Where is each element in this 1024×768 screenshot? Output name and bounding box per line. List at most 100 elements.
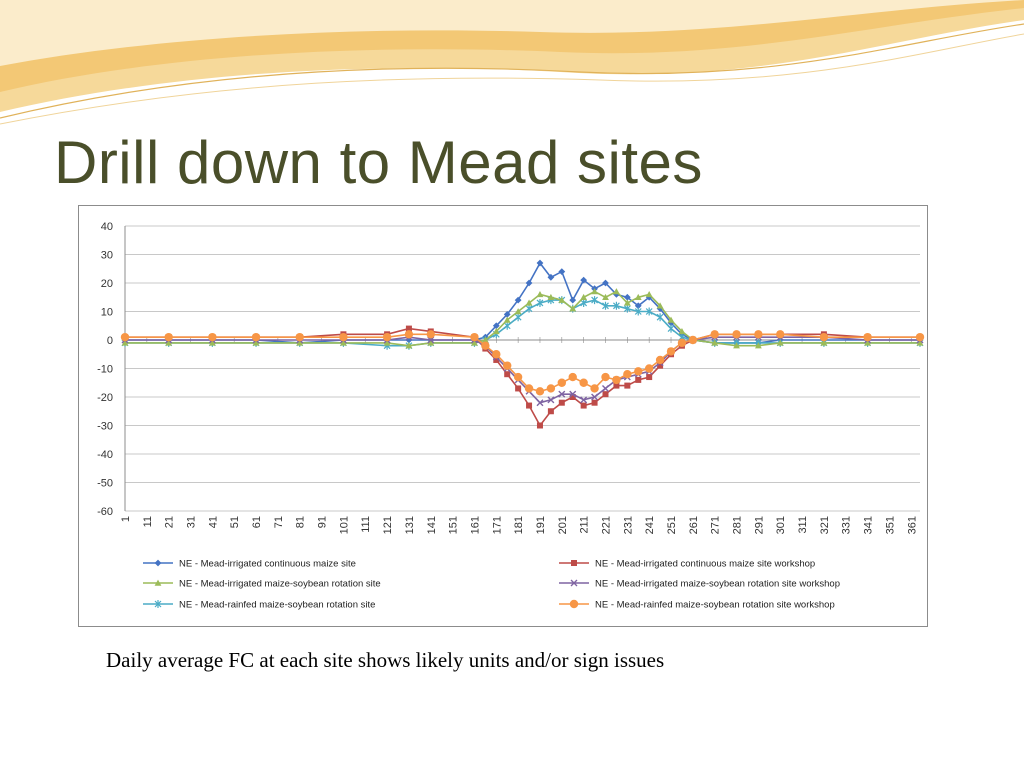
- legend-marker-3: [154, 579, 162, 586]
- data-point-series-4: [602, 384, 609, 392]
- data-point-series-3: [503, 316, 511, 323]
- x-tick-label: 71: [273, 516, 285, 528]
- data-point-series-2: [515, 385, 522, 392]
- x-tick-label: 91: [317, 516, 329, 528]
- data-point-series-5: [612, 301, 620, 310]
- legend-label-2: NE - Mead-irrigated continuous maize sit…: [595, 559, 815, 570]
- data-point-series-5: [536, 298, 544, 307]
- data-point-series-2: [624, 382, 631, 389]
- data-point-series-3: [820, 339, 828, 346]
- data-point-series-6: [819, 332, 829, 342]
- chart-frame: 40 30 20 10 0 -10 -20 -30 -40 -50 -60 1 11 21 31 41 51 61…: [78, 205, 928, 627]
- data-point-series-6: [208, 332, 217, 342]
- data-point-series-5: [503, 321, 511, 330]
- data-point-series-6: [339, 332, 348, 342]
- data-point-series-6: [579, 378, 588, 387]
- data-point-series-3: [711, 339, 719, 346]
- data-point-series-6: [710, 330, 719, 339]
- x-tick-label: 21: [164, 516, 176, 528]
- data-point-series-4: [580, 396, 588, 404]
- data-point-series-2: [405, 325, 412, 332]
- data-point-series-5: [623, 304, 631, 313]
- data-point-series-6: [688, 335, 698, 345]
- x-tick-label: 181: [513, 516, 525, 534]
- data-point-series-3: [569, 305, 577, 312]
- data-point-series-6: [557, 378, 567, 387]
- data-point-series-6: [382, 332, 392, 342]
- data-point-series-5: [525, 304, 533, 313]
- data-point-series-3: [405, 342, 413, 349]
- data-point-series-2: [646, 374, 653, 381]
- x-tick-label: 1: [120, 516, 132, 522]
- data-point-series-2: [613, 382, 620, 389]
- data-point-series-4: [591, 393, 599, 401]
- data-point-series-6: [776, 330, 785, 339]
- x-tick-label: 341: [863, 516, 875, 534]
- data-point-series-3: [864, 339, 871, 346]
- data-point-series-1: [569, 296, 577, 304]
- data-point-series-3: [481, 336, 489, 343]
- slide-title: Drill down to Mead sites: [54, 129, 703, 196]
- series-line-5: [125, 299, 920, 347]
- x-tick-label: 351: [884, 516, 896, 534]
- legend-label-1: NE - Mead-irrigated continuous maize sit…: [179, 559, 356, 570]
- data-point-series-3: [208, 339, 216, 346]
- data-point-series-3: [754, 342, 762, 349]
- data-point-series-5: [602, 301, 609, 310]
- y-tick-label: 20: [101, 278, 113, 290]
- data-point-series-3: [536, 291, 544, 298]
- data-point-series-3: [514, 308, 522, 315]
- data-point-series-6: [295, 332, 304, 342]
- y-tick-label: 30: [101, 250, 113, 262]
- data-point-series-2: [657, 362, 664, 369]
- y-tick-label: 0: [107, 335, 113, 347]
- data-point-series-1: [503, 310, 511, 318]
- data-point-series-6: [164, 332, 173, 342]
- data-point-series-3: [645, 291, 653, 298]
- data-point-series-6: [754, 330, 763, 339]
- data-point-series-6: [623, 370, 632, 379]
- data-point-series-6: [426, 330, 435, 339]
- x-tick-label: 321: [819, 516, 831, 534]
- y-tick-label: -20: [97, 392, 113, 404]
- series-line-4: [125, 336, 920, 404]
- data-point-series-3: [602, 293, 609, 300]
- data-point-series-6: [634, 367, 643, 376]
- data-point-series-2: [493, 356, 500, 363]
- x-tick-label: 241: [644, 516, 656, 534]
- data-point-series-4: [547, 396, 555, 404]
- x-tick-label: 11: [142, 516, 154, 527]
- legend-marker-2: [571, 560, 577, 566]
- data-point-series-6: [470, 332, 479, 342]
- data-point-series-3: [580, 293, 588, 300]
- data-point-series-3: [623, 299, 631, 306]
- data-point-series-3: [252, 339, 260, 346]
- x-tick-label: 61: [251, 516, 263, 528]
- data-point-series-2: [526, 402, 533, 409]
- data-point-series-3: [121, 339, 129, 346]
- data-point-series-3: [296, 339, 304, 346]
- data-point-series-3: [558, 296, 566, 303]
- y-tick-label: -30: [97, 421, 113, 433]
- data-point-series-3: [471, 339, 478, 346]
- legend-label-4: NE - Mead-irrigated maize-soybean rotati…: [595, 579, 840, 590]
- data-point-series-2: [580, 402, 587, 409]
- x-tick-label: 31: [186, 516, 198, 528]
- x-tick-label: 121: [382, 516, 394, 534]
- data-point-series-6: [863, 332, 872, 342]
- data-point-series-1: [558, 268, 566, 275]
- data-point-series-4: [536, 399, 544, 407]
- data-point-series-6: [120, 332, 130, 342]
- data-point-series-4: [558, 390, 566, 398]
- data-point-series-6: [251, 332, 261, 342]
- data-point-series-4: [569, 390, 577, 398]
- data-point-series-6: [732, 330, 741, 339]
- data-point-series-2: [569, 394, 576, 400]
- data-point-series-2: [602, 391, 609, 398]
- legend-marker-4: [570, 579, 578, 587]
- data-point-series-1: [514, 296, 522, 304]
- y-tick-label: -40: [97, 449, 113, 461]
- data-point-series-6: [524, 384, 534, 393]
- data-point-series-1: [634, 302, 642, 310]
